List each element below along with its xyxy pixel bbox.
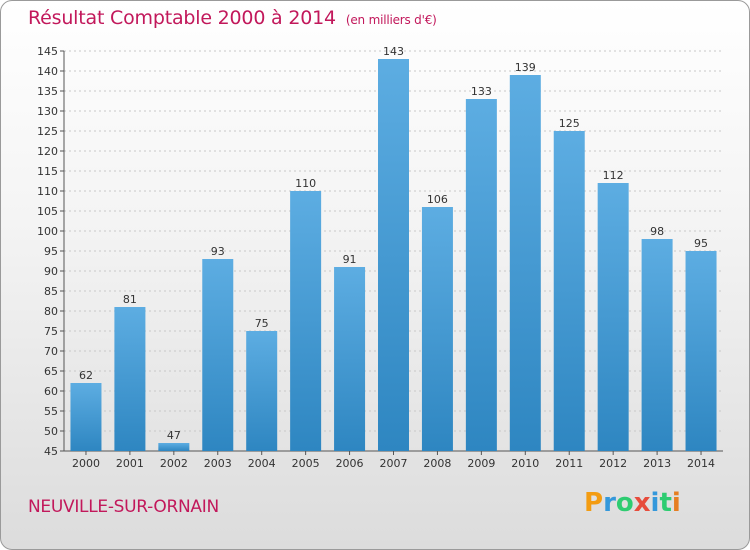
bar-2004 [246,331,278,451]
y-tick-label: 50 [44,425,58,438]
bar-2002 [158,443,190,451]
value-label: 98 [650,225,664,238]
y-tick-label: 125 [37,125,58,138]
bar-2011 [553,131,585,451]
x-tick-label: 2009 [467,457,495,470]
bar-2009 [465,99,497,451]
bars: 62 81 47 93 75 110 91 143 106 133 139 125 112 98 95 [70,45,717,451]
bar-2006 [334,267,366,451]
x-tick-label: 2013 [643,457,671,470]
x-tick-label: 2004 [248,457,276,470]
bar-2010 [509,75,541,451]
value-label: 133 [471,85,492,98]
x-tick-label: 2005 [292,457,320,470]
bar-2008 [421,207,453,451]
x-tick-label: 2011 [555,457,583,470]
y-tick-label: 70 [44,345,58,358]
proxiti-logo[interactable]: Proxiti [584,488,681,518]
logo-letter: t [659,488,672,518]
y-tick-label: 65 [44,365,58,378]
y-tick-label: 75 [44,325,58,338]
y-tick-label: 80 [44,305,58,318]
x-tick-label: 2002 [160,457,188,470]
value-label: 62 [79,369,93,382]
y-tick-label: 130 [37,105,58,118]
y-tick-label: 85 [44,285,58,298]
x-tick-label: 2010 [511,457,539,470]
y-tick-label: 115 [37,165,58,178]
value-label: 95 [694,237,708,250]
axes: 45 50 55 60 65 70 75 80 85 90 95 100 105 110 115 120 125… [37,45,723,470]
y-tick-label: 55 [44,405,58,418]
value-label: 125 [559,117,580,130]
x-tick-label: 2006 [336,457,364,470]
value-label: 47 [167,429,181,442]
value-label: 143 [383,45,404,58]
bar-2000 [70,383,102,451]
x-tick-label: 2008 [423,457,451,470]
logo-letter: P [584,488,604,518]
y-tick-label: 45 [44,445,58,458]
logo-letter: i [671,488,681,518]
y-tick-label: 95 [44,245,58,258]
bar-2014 [685,251,717,451]
value-label: 75 [255,317,269,330]
bar-2001 [114,307,146,451]
logo-letter: o [615,488,634,518]
y-tick-label: 90 [44,265,58,278]
logo-letter: i [650,488,660,518]
value-label: 106 [427,193,448,206]
y-tick-label: 145 [37,45,58,58]
logo-letter: r [603,488,616,518]
y-tick-label: 60 [44,385,58,398]
value-label: 139 [515,61,536,74]
value-label: 81 [123,293,137,306]
bar-2013 [641,239,673,451]
bar-2007 [378,59,409,451]
value-label: 110 [295,177,316,190]
logo-letter: x [633,488,651,518]
x-tick-label: 2012 [599,457,627,470]
y-tick-label: 100 [37,225,58,238]
title-text: Résultat Comptable 2000 à 2014 [28,7,336,29]
bar-2005 [290,191,322,451]
y-tick-label: 140 [37,65,58,78]
y-tick-label: 120 [37,145,58,158]
x-tick-label: 2014 [687,457,715,470]
bar-2012 [597,183,629,451]
chart-subtitle: (en milliers d'€) [345,13,437,27]
y-tick-label: 110 [37,185,58,198]
place-name: NEUVILLE-SUR-ORNAIN [28,497,219,517]
value-label: 112 [603,169,624,182]
x-tick-label: 2007 [380,457,408,470]
bar-2003 [202,259,234,451]
value-label: 91 [343,253,357,266]
chart-title: Résultat Comptable 2000 à 2014 (en millie… [28,7,437,29]
y-tick-label: 135 [37,85,58,98]
x-tick-label: 2003 [204,457,232,470]
value-label: 93 [211,245,225,258]
y-tick-label: 105 [37,205,58,218]
x-tick-label: 2000 [72,457,100,470]
x-tick-label: 2001 [116,457,144,470]
